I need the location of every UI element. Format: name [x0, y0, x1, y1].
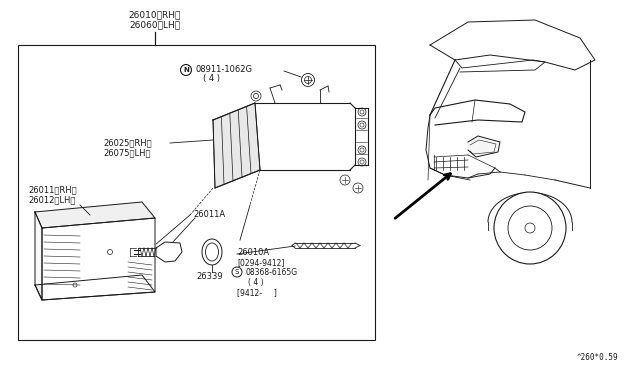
Polygon shape — [468, 136, 500, 157]
Text: N: N — [183, 67, 189, 73]
Text: ( 4 ): ( 4 ) — [248, 278, 264, 287]
Text: 26339: 26339 — [196, 272, 223, 281]
Circle shape — [232, 267, 242, 277]
Text: 26012〈LH〉: 26012〈LH〉 — [28, 195, 76, 204]
Polygon shape — [213, 103, 260, 188]
Text: 26025〈RH〉: 26025〈RH〉 — [103, 138, 152, 147]
Text: 26060〈LH〉: 26060〈LH〉 — [129, 20, 180, 29]
Polygon shape — [156, 242, 182, 262]
Text: 08368-6165G: 08368-6165G — [245, 268, 297, 277]
Text: 26075〈LH〉: 26075〈LH〉 — [103, 148, 150, 157]
Ellipse shape — [202, 239, 222, 265]
Text: 26011〈RH〉: 26011〈RH〉 — [28, 185, 77, 194]
Circle shape — [180, 64, 191, 76]
Text: ^260*0.59: ^260*0.59 — [577, 353, 618, 362]
Text: [0294-9412]: [0294-9412] — [237, 258, 284, 267]
Ellipse shape — [205, 243, 218, 261]
Text: ( 4 ): ( 4 ) — [203, 74, 220, 83]
Text: 26010A: 26010A — [237, 248, 269, 257]
Text: [9412-     ]: [9412- ] — [237, 288, 277, 297]
Text: 08911-1062G: 08911-1062G — [195, 65, 252, 74]
Circle shape — [494, 192, 566, 264]
Polygon shape — [35, 275, 155, 300]
Text: 26011A: 26011A — [193, 210, 225, 219]
Text: S: S — [235, 269, 239, 275]
Bar — [18, 45, 375, 340]
Text: 26010〈RH〉: 26010〈RH〉 — [129, 10, 181, 19]
Polygon shape — [35, 212, 42, 300]
Polygon shape — [35, 202, 155, 228]
Polygon shape — [42, 218, 155, 300]
